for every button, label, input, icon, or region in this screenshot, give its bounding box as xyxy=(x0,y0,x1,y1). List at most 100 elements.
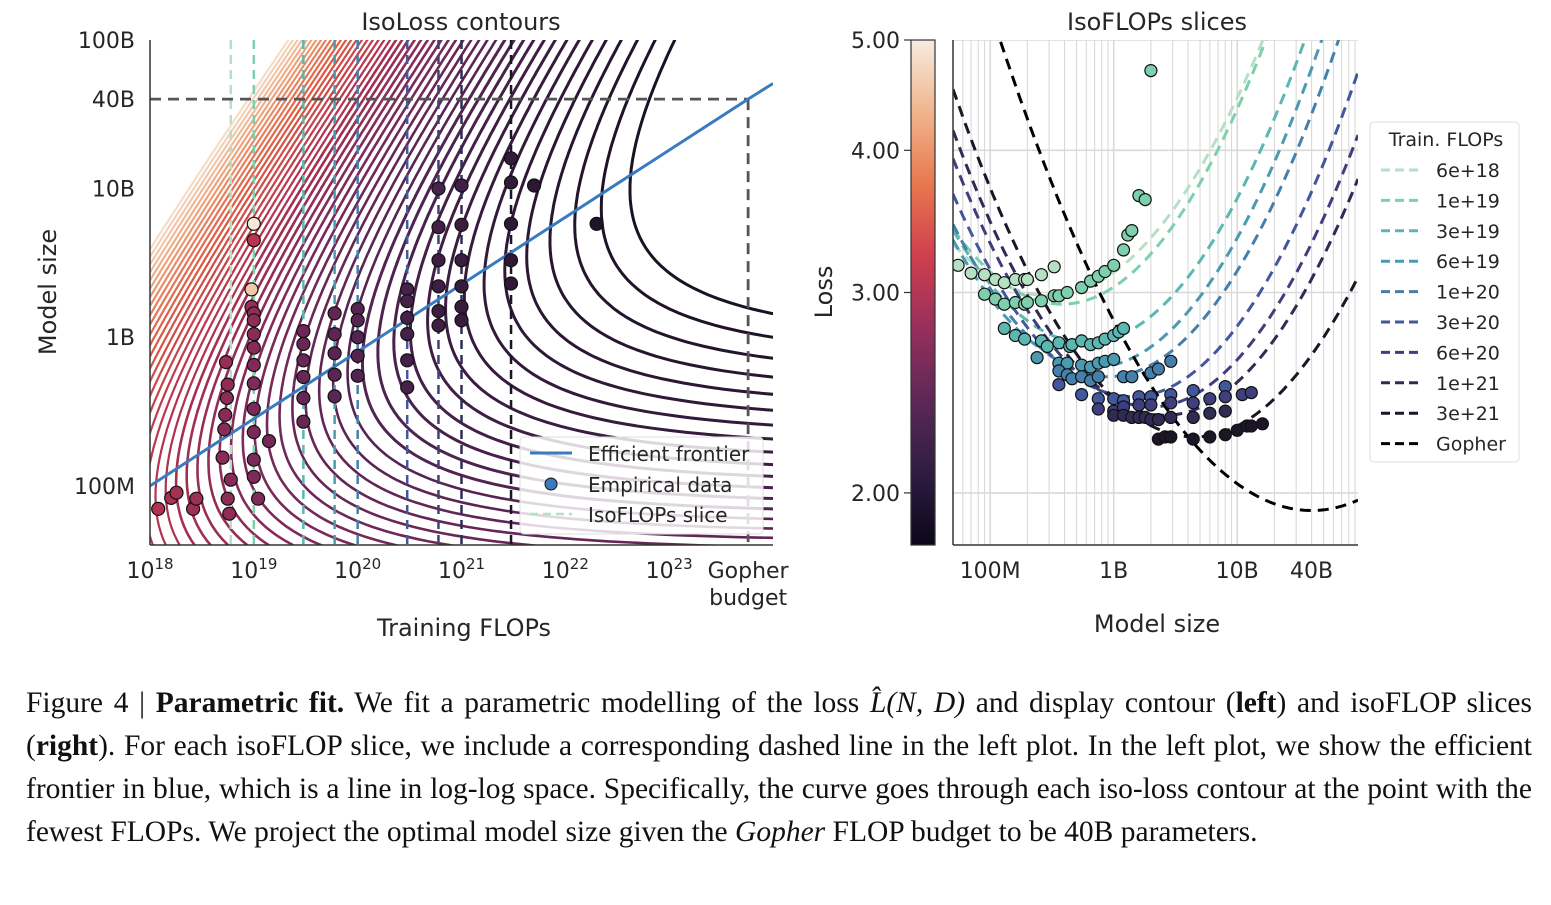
data-point xyxy=(1040,339,1054,353)
data-point xyxy=(1074,281,1089,295)
empirical-point xyxy=(431,220,446,235)
empirical-point xyxy=(246,469,261,484)
fit-curve xyxy=(953,134,1358,409)
empirical-point xyxy=(327,306,342,321)
contour-line xyxy=(525,40,773,396)
caption-math: L̂(N, D) xyxy=(869,687,966,719)
legend-label: Gopher xyxy=(1436,434,1506,456)
data-point xyxy=(1218,428,1232,442)
data-point xyxy=(1218,390,1232,404)
empirical-point xyxy=(431,279,446,294)
empirical-point xyxy=(296,324,311,339)
figure-caption: Figure 4 | Parametric fit. We fit a para… xyxy=(26,682,1532,854)
right-grid xyxy=(953,40,1358,545)
empirical-point xyxy=(296,414,311,429)
data-point xyxy=(1116,321,1131,335)
right-chart-title: IsoFLOPs slices xyxy=(1067,8,1247,36)
caption-text-1: We fit a parametric modelling of the los… xyxy=(344,687,870,719)
efficient-frontier-line xyxy=(150,82,773,488)
contour-line xyxy=(150,40,358,385)
contour-line xyxy=(150,40,299,267)
y-tick-label: 100M xyxy=(74,475,135,500)
empirical-point xyxy=(454,217,469,232)
data-point xyxy=(1020,295,1035,310)
data-point xyxy=(977,268,992,282)
contour-line xyxy=(164,40,392,545)
empirical-point xyxy=(220,491,235,506)
empirical-point xyxy=(589,216,604,231)
y-tick-label: 10B xyxy=(92,178,135,203)
legend-empirical-swatch xyxy=(544,477,558,491)
contour-line xyxy=(207,40,417,545)
legend-label: 3e+21 xyxy=(1436,403,1500,425)
contour-line xyxy=(218,40,423,545)
legend-label: 3e+20 xyxy=(1436,312,1500,334)
data-point xyxy=(953,258,965,272)
isoloss-contours-panel: IsoLoss contours 1018 1019 1020 1021 1022 102… xyxy=(34,8,790,642)
empirical-point xyxy=(350,313,365,328)
contour-line xyxy=(408,40,773,478)
data-point xyxy=(1125,224,1139,238)
empirical-point xyxy=(400,327,415,342)
empirical-point xyxy=(350,368,365,383)
empirical-data-points xyxy=(151,151,604,521)
caption-text-4: ). For each isoFLOP slice, we include a … xyxy=(26,730,1532,848)
legend-empirical-label: Empirical data xyxy=(588,473,732,497)
y-tick-label: 1B xyxy=(106,326,135,351)
empirical-point xyxy=(431,181,446,196)
data-point xyxy=(1203,430,1217,444)
isoflop-data-points xyxy=(953,63,1270,446)
right-x-tick-labels: 100M 1B 10B 40B xyxy=(960,559,1333,584)
left-y-tick-labels: 100B 40B 10B 1B 100M xyxy=(74,29,135,500)
contour-line xyxy=(150,40,328,318)
contour-line xyxy=(150,40,313,291)
data-point xyxy=(1107,352,1121,366)
empirical-point xyxy=(296,353,311,368)
right-legend: Train. FLOPs 6e+18 1e+19 3e+19 6e+19 1e+20 3e… xyxy=(1369,121,1520,463)
data-point xyxy=(1052,336,1066,350)
empirical-point xyxy=(327,346,342,361)
empirical-point xyxy=(251,491,266,506)
data-point xyxy=(1218,404,1232,418)
contour-line xyxy=(154,40,386,545)
empirical-point xyxy=(217,422,232,437)
empirical-point xyxy=(246,401,261,416)
contour-line xyxy=(265,40,451,545)
contour-line xyxy=(376,40,773,501)
empirical-point xyxy=(454,279,469,294)
empirical-point xyxy=(218,355,234,370)
empirical-point xyxy=(246,376,261,391)
empirical-point xyxy=(222,506,237,521)
legend-label: 1e+21 xyxy=(1436,373,1500,395)
empirical-point xyxy=(151,501,166,516)
contour-line xyxy=(278,40,458,545)
x-tick-label: 1020 xyxy=(334,555,381,584)
empirical-point xyxy=(189,491,204,506)
data-point xyxy=(1030,351,1044,365)
data-point xyxy=(977,287,992,301)
contour-line xyxy=(150,40,295,259)
x-tick-label-gopher-2: budget xyxy=(709,586,787,611)
empirical-point xyxy=(261,434,277,449)
fit-curve xyxy=(953,40,1265,298)
empirical-point xyxy=(246,233,261,248)
empirical-point xyxy=(526,178,542,193)
empirical-point xyxy=(400,294,415,309)
contour-line xyxy=(150,40,308,283)
y-tick-label: 2.00 xyxy=(851,482,900,507)
empirical-point xyxy=(296,369,311,385)
empirical-point xyxy=(215,450,230,465)
contour-line xyxy=(548,40,773,379)
y-tick-label: 3.00 xyxy=(851,282,900,307)
figure: IsoLoss contours 1018 1019 1020 1021 1022 102… xyxy=(34,8,1520,642)
data-point xyxy=(1164,396,1178,410)
empirical-point xyxy=(218,407,233,422)
legend-label: 3e+19 xyxy=(1436,221,1500,243)
data-point xyxy=(1107,258,1121,272)
y-tick-label: 100B xyxy=(78,29,135,54)
empirical-point xyxy=(246,216,261,231)
caption-left-word: left xyxy=(1235,687,1277,719)
contour-line xyxy=(150,40,348,359)
contour-line xyxy=(150,40,375,437)
x-tick-label: 10B xyxy=(1216,559,1259,584)
